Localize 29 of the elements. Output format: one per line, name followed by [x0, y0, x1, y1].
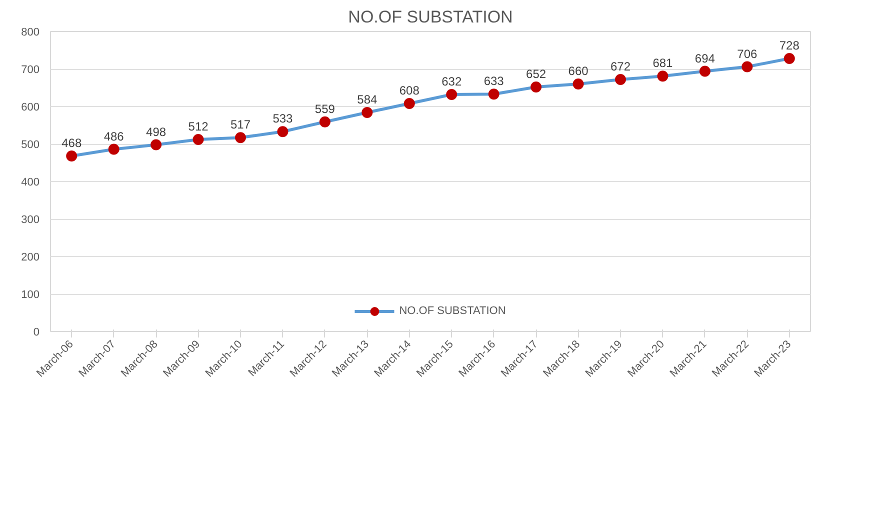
data-label: 728 [779, 38, 800, 52]
chart-title: NO.OF SUBSTATION [348, 8, 513, 26]
data-label: 517 [230, 118, 251, 132]
y-tick-label: 400 [21, 176, 40, 188]
data-label: 706 [737, 46, 758, 61]
data-label: 660 [568, 64, 589, 78]
data-label: 486 [104, 129, 124, 144]
legend-label: NO.OF SUBSTATION [399, 305, 506, 317]
data-label: 584 [357, 92, 378, 106]
data-label: 632 [442, 74, 462, 88]
data-label: 608 [399, 84, 420, 98]
data-label: 559 [314, 102, 336, 116]
y-tick-label: 800 [21, 26, 40, 38]
data-label: 498 [146, 124, 166, 139]
data-label: 512 [188, 120, 209, 134]
data-label: 633 [484, 74, 504, 88]
y-tick-label: 200 [21, 252, 40, 264]
y-tick-label: 700 [21, 64, 40, 76]
data-label: 672 [610, 60, 631, 74]
y-tick-label: 300 [21, 214, 40, 226]
data-label: 681 [652, 56, 674, 70]
y-tick-label: 500 [21, 139, 40, 151]
y-tick-label: 600 [21, 102, 40, 114]
data-label: 468 [62, 136, 82, 150]
data-label: 652 [526, 67, 546, 81]
y-tick-label: 100 [21, 289, 40, 301]
y-tick-label: 0 [33, 326, 40, 338]
data-label: 694 [694, 51, 716, 66]
data-label: 533 [272, 112, 294, 126]
